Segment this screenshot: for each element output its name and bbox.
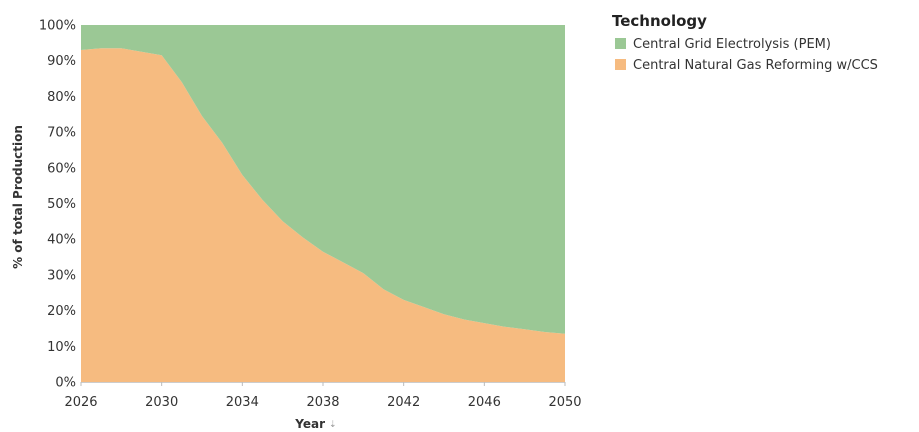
x-tick-label: 2026: [64, 395, 97, 410]
legend-swatch-electrolysis[interactable]: [615, 38, 626, 49]
y-tick-label: 100%: [39, 19, 76, 34]
area-natural-gas[interactable]: [81, 48, 565, 382]
x-tick-label: 2034: [226, 395, 259, 410]
x-tick-label: 2046: [468, 395, 501, 410]
legend-label-natural-gas[interactable]: Central Natural Gas Reforming w/CCS: [633, 58, 878, 73]
plot-area: [81, 25, 565, 382]
x-axis-ticks: 2026 2030 2034 2038 2042 2046 2050: [64, 382, 582, 410]
legend-label-electrolysis[interactable]: Central Grid Electrolysis (PEM): [633, 37, 831, 52]
area-electrolysis[interactable]: [81, 25, 565, 334]
y-tick-label: 60%: [47, 161, 76, 176]
y-tick-label: 70%: [47, 126, 76, 141]
legend: Technology Central Grid Electrolysis (PE…: [612, 12, 878, 73]
y-tick-label: 30%: [47, 268, 76, 283]
x-tick-label: 2050: [548, 395, 581, 410]
sort-icon[interactable]: ⇣: [329, 420, 337, 430]
legend-swatch-natural-gas[interactable]: [615, 59, 626, 70]
y-axis-title: % of total Production: [11, 125, 25, 269]
y-tick-label: 40%: [47, 233, 76, 248]
x-tick-label: 2042: [387, 395, 420, 410]
y-tick-label: 90%: [47, 54, 76, 69]
y-tick-label: 0%: [55, 376, 76, 391]
y-tick-label: 10%: [47, 340, 76, 355]
x-tick-label: 2038: [306, 395, 339, 410]
y-axis-ticks: 0% 10% 20% 30% 40% 50% 60% 70% 80% 90% 100%: [39, 19, 76, 391]
y-tick-label: 50%: [47, 197, 76, 212]
x-tick-label: 2030: [145, 395, 178, 410]
legend-title: Technology: [612, 12, 707, 30]
y-tick-label: 80%: [47, 90, 76, 105]
x-axis-title: Year: [294, 417, 325, 431]
y-tick-label: 20%: [47, 304, 76, 319]
